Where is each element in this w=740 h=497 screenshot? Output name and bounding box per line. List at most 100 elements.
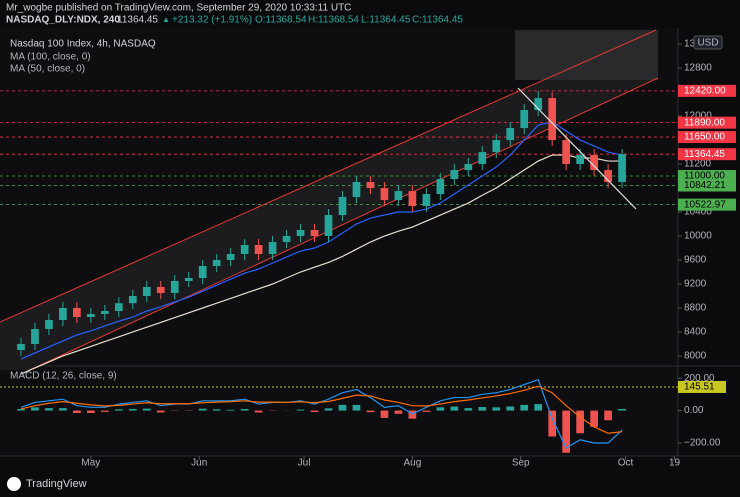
macd-histogram-bar	[338, 404, 347, 411]
brand: TradingView	[26, 478, 87, 490]
y-tick-label: −200.00	[684, 438, 721, 449]
change: +213.32 (+1.91%)	[172, 15, 252, 26]
candle-body	[310, 230, 319, 237]
candle-body	[324, 215, 333, 237]
candle-body	[562, 140, 571, 165]
macd-histogram-bar	[240, 408, 249, 411]
price-level-label: 11650.00	[684, 132, 725, 143]
candle-body	[352, 182, 361, 198]
macd-histogram-bar	[59, 408, 67, 411]
candle-body	[296, 230, 305, 237]
y-tick-label: 9200	[684, 279, 707, 290]
y-tick-label: 12000	[684, 111, 712, 122]
candle-body	[128, 296, 137, 304]
candle-body	[45, 319, 53, 329]
last-price: 11364.45	[117, 15, 158, 26]
candle-body	[73, 307, 81, 317]
candle-body	[338, 197, 347, 216]
macd-histogram-bar	[45, 408, 53, 411]
currency-box	[693, 35, 723, 50]
macd-histogram-bar	[352, 404, 361, 411]
price-level-label: 10842.21	[684, 180, 726, 191]
candle-body	[142, 287, 151, 297]
price-level-tag	[678, 198, 736, 211]
candle-body	[240, 245, 249, 255]
macd-histogram-bar	[296, 409, 305, 411]
price-level-label: 11364.45	[684, 149, 725, 160]
candle-body	[394, 191, 403, 201]
macd-histogram-bar	[254, 410, 263, 413]
macd-histogram-bar	[520, 404, 529, 411]
x-tick-label: Sep	[512, 458, 530, 469]
x-tick-label: 19	[669, 458, 681, 469]
candle-body	[604, 170, 612, 183]
y-tick-label: 12800	[684, 63, 712, 74]
channel-upper	[0, 29, 657, 323]
x-tick-label: May	[81, 458, 100, 469]
macd-histogram-bar	[394, 410, 403, 414]
macd-histogram-bar	[576, 410, 584, 434]
candle-body	[170, 281, 179, 294]
price-level-label: 11000.00	[684, 171, 725, 182]
x-tick-label: Aug	[403, 458, 421, 469]
macd-histogram-bar	[548, 410, 557, 437]
change-arrow: ▲	[162, 15, 170, 24]
candle-body	[17, 343, 25, 350]
currency: USD	[697, 38, 718, 49]
candle-body	[548, 98, 557, 141]
candle-body	[114, 303, 123, 311]
macd-histogram-bar	[604, 410, 612, 421]
candle-body	[436, 179, 445, 195]
candle-body	[478, 152, 487, 165]
price-level-label: 10522.97	[684, 199, 726, 210]
y-tick-label: 9600	[684, 255, 707, 266]
y-tick-label: 0.00	[684, 405, 704, 416]
candle-body	[59, 307, 67, 320]
price-level-tag	[678, 116, 736, 129]
macd-histogram-bar	[128, 408, 137, 411]
logo	[7, 477, 21, 491]
candle-body	[506, 128, 515, 141]
macd-title: MACD (12, 26, close, 9)	[10, 371, 117, 382]
candle-body	[212, 260, 221, 267]
candle-body	[450, 170, 459, 180]
candle-body	[101, 310, 109, 314]
candle-body	[492, 140, 501, 153]
moving-average	[20, 121, 623, 360]
candle-body	[156, 287, 165, 294]
candle-body	[226, 254, 235, 261]
macd-histogram-bar	[324, 408, 333, 411]
macd-histogram-bar	[142, 408, 151, 411]
candle-body	[268, 242, 277, 255]
candle-body	[422, 194, 431, 207]
candle-body	[31, 328, 39, 344]
y-tick-label: 8400	[684, 327, 707, 338]
candle-body	[366, 182, 375, 189]
candle-body	[590, 155, 598, 171]
macd-histogram-bar	[408, 410, 417, 419]
macd-histogram-bar	[87, 410, 95, 413]
x-tick-label: Jul	[298, 458, 311, 469]
macd-histogram-bar	[590, 410, 598, 427]
macd-histogram-bar	[17, 408, 25, 411]
legend-entry: MA (50, close, 0)	[10, 64, 85, 75]
channel-fill	[0, 30, 658, 370]
moving-average	[20, 154, 623, 375]
price-level-tag	[678, 179, 736, 192]
candle-body	[618, 154, 626, 183]
ohlc-low: L:11364.45	[361, 15, 411, 26]
macd-histogram-bar	[464, 408, 473, 411]
y-tick-label: 8800	[684, 303, 707, 314]
macd-histogram-bar	[562, 410, 571, 453]
symbol: NASDAQ_DLY:NDX, 240	[6, 15, 120, 26]
macd-level-label: 145.51	[684, 382, 715, 393]
y-tick-label: 11200	[684, 159, 712, 170]
candle-body	[534, 98, 543, 111]
macd-histogram-bar	[114, 409, 123, 411]
macd-histogram-bar	[380, 410, 389, 418]
channel-box	[515, 30, 658, 80]
candle-body	[464, 164, 473, 171]
price-level-tag	[678, 84, 736, 97]
candle-body	[87, 313, 95, 317]
x-tick-label: Jun	[191, 458, 207, 469]
